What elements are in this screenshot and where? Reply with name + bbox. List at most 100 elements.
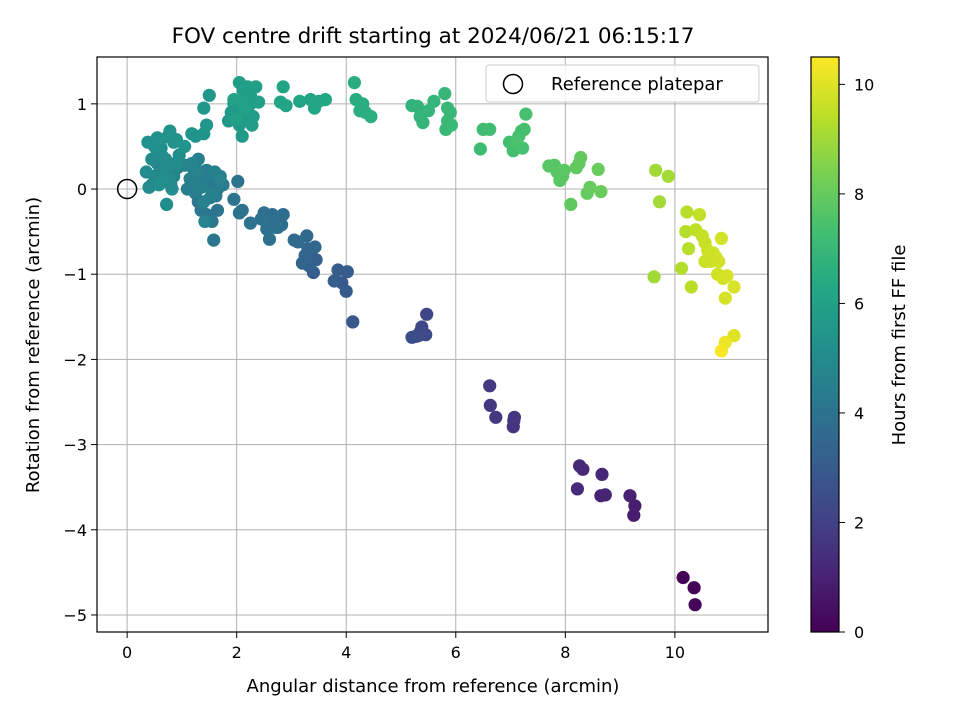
legend-box: [485, 64, 760, 103]
data-point: [232, 206, 246, 220]
x-tick-label: 4: [341, 643, 351, 662]
data-point: [647, 270, 661, 284]
x-tick-label: 10: [665, 643, 685, 662]
colorbar-tick-label: 4: [854, 404, 864, 423]
data-point: [714, 344, 729, 358]
data-point: [243, 216, 257, 230]
data-point: [687, 581, 701, 595]
data-point: [674, 261, 689, 275]
data-point: [483, 122, 497, 136]
legend: Reference platepar: [485, 64, 760, 103]
y-tick-label: −1: [63, 265, 87, 284]
data-point: [152, 178, 166, 192]
data-point: [591, 162, 605, 176]
data-point: [509, 135, 523, 149]
data-point: [692, 208, 707, 222]
data-point: [213, 173, 227, 188]
data-point: [718, 291, 732, 305]
data-point: [227, 192, 241, 206]
x-axis-label: Angular distance from reference (arcmin): [247, 676, 620, 697]
grid-lines: [97, 57, 768, 632]
data-point: [595, 467, 609, 481]
x-axis-ticks: 0 2 4 6 8 10: [122, 632, 685, 662]
colorbar-gradient: [810, 56, 840, 633]
legend-marker-icon: [502, 73, 524, 95]
data-point: [652, 195, 667, 209]
data-point: [727, 280, 741, 294]
data-point: [517, 122, 531, 136]
reference-platepar-marker: [116, 178, 138, 200]
data-point: [712, 254, 726, 268]
data-point: [594, 185, 608, 199]
y-axis-label: Rotation from reference (arcmin): [23, 197, 44, 493]
data-point: [254, 212, 268, 226]
x-tick-label: 0: [122, 643, 132, 662]
data-point: [410, 99, 424, 113]
data-point: [444, 118, 458, 132]
colorbar-tick-label: 2: [854, 513, 864, 532]
data-point: [252, 95, 266, 109]
data-point: [661, 169, 675, 183]
y-tick-label: −5: [63, 606, 87, 625]
data-point: [573, 459, 587, 473]
data-point: [507, 410, 521, 424]
data-point: [245, 118, 259, 132]
data-point: [564, 197, 578, 211]
data-point: [364, 110, 378, 124]
data-point: [623, 489, 637, 503]
data-point: [679, 225, 693, 239]
data-point: [318, 93, 332, 107]
y-axis-ticks: −5 −4 −3 −2 −1 0 1: [63, 95, 97, 625]
y-tick-label: 1: [77, 95, 87, 114]
data-point: [295, 256, 309, 270]
data-point: [473, 142, 487, 156]
data-point: [165, 182, 179, 196]
data-point: [235, 129, 249, 143]
data-point: [720, 269, 734, 283]
data-point: [230, 112, 244, 126]
data-point: [583, 180, 597, 194]
data-point: [331, 263, 345, 277]
colorbar-ticks: 0 2 4 6 8 10: [839, 75, 874, 642]
data-point: [483, 379, 497, 393]
data-points: [139, 76, 741, 612]
data-point: [598, 488, 612, 502]
colorbar: 0 2 4 6 8 10 Hours from first FF file: [810, 56, 910, 642]
plot-frame: [96, 56, 769, 633]
data-point: [347, 76, 361, 90]
data-point: [178, 139, 192, 153]
data-point: [416, 116, 430, 130]
data-point: [271, 220, 285, 234]
data-point: [557, 163, 571, 177]
x-tick-label: 6: [451, 643, 461, 662]
data-point: [293, 94, 307, 108]
legend-entry-label: Reference platepar: [551, 74, 723, 95]
colorbar-tick-label: 6: [854, 294, 864, 313]
data-point: [249, 80, 263, 94]
data-point: [197, 101, 211, 115]
data-point: [202, 88, 216, 102]
data-point: [489, 410, 503, 424]
data-point: [628, 499, 642, 513]
data-point: [279, 99, 293, 113]
data-point: [262, 232, 277, 246]
data-point: [287, 233, 301, 247]
data-point: [574, 150, 588, 165]
data-point: [353, 104, 367, 118]
x-tick-label: 2: [232, 643, 242, 662]
data-point: [684, 280, 698, 294]
data-point: [308, 240, 322, 254]
data-point: [231, 174, 245, 188]
data-point: [142, 180, 156, 194]
colorbar-tick-label: 0: [854, 623, 864, 642]
colorbar-tick-label: 10: [854, 75, 874, 94]
x-tick-label: 8: [560, 643, 570, 662]
data-point: [198, 214, 212, 228]
y-tick-label: 0: [77, 180, 87, 199]
data-point: [438, 87, 452, 101]
chart-title: FOV centre drift starting at 2024/06/21 …: [172, 24, 695, 49]
data-point: [260, 222, 274, 236]
data-point: [327, 274, 341, 288]
data-point: [680, 205, 694, 219]
